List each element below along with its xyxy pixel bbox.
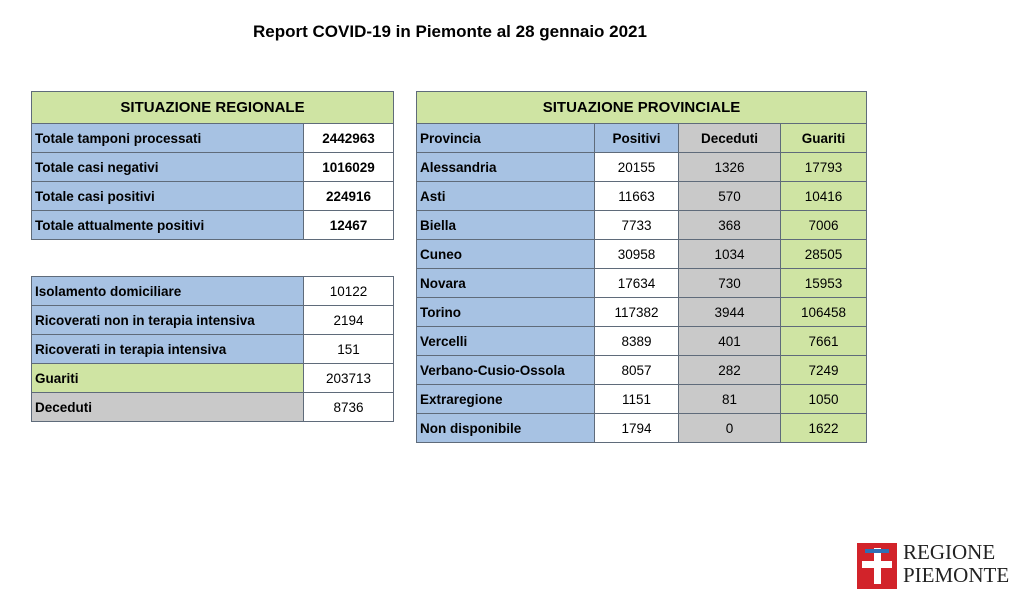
guariti-value: 7249: [779, 355, 868, 385]
table-row: Novara 17634 730 15953: [416, 268, 868, 298]
province-name: Asti: [416, 181, 595, 211]
table-row: Ricoverati in terapia intensiva 151: [31, 334, 394, 364]
guariti-value: 15953: [779, 268, 868, 298]
table-row: Biella 7733 368 7006: [416, 210, 868, 240]
regione-piemonte-logo: REGIONE PIEMONTE: [857, 541, 1017, 591]
table-row: Guariti 203713: [31, 363, 394, 393]
column-header: Deceduti: [678, 123, 781, 153]
deceduti-value: 570: [678, 181, 781, 211]
province-name: Alessandria: [416, 152, 595, 182]
positivi-value: 20155: [594, 152, 679, 182]
guariti-value: 7661: [779, 326, 868, 356]
column-header: Positivi: [594, 123, 679, 153]
deceduti-value: 730: [678, 268, 781, 298]
table-row: Totale attualmente positivi 12467: [31, 210, 394, 240]
row-value: 224916: [303, 181, 394, 211]
deceduti-value: 401: [678, 326, 781, 356]
province-name: Verbano-Cusio-Ossola: [416, 355, 595, 385]
positivi-value: 7733: [594, 210, 679, 240]
table-row: Verbano-Cusio-Ossola 8057 282 7249: [416, 355, 868, 385]
row-value: 1016029: [303, 152, 394, 182]
deceduti-value: 282: [678, 355, 781, 385]
row-label: Isolamento domiciliare: [31, 276, 304, 306]
deceduti-value: 1034: [678, 239, 781, 269]
positivi-value: 8389: [594, 326, 679, 356]
table-row: Vercelli 8389 401 7661: [416, 326, 868, 356]
positivi-value: 30958: [594, 239, 679, 269]
province-name: Extraregione: [416, 384, 595, 414]
positivi-value: 117382: [594, 297, 679, 327]
guariti-value: 106458: [779, 297, 868, 327]
provincial-table: SITUAZIONE PROVINCIALE Provincia Positiv…: [415, 91, 868, 443]
deceduti-value: 368: [678, 210, 781, 240]
row-label: Totale casi negativi: [31, 152, 304, 182]
row-label: Totale tamponi processati: [31, 123, 304, 153]
report-title: Report COVID-19 in Piemonte al 28 gennai…: [253, 22, 647, 41]
regional-header: SITUAZIONE REGIONALE: [31, 91, 394, 124]
row-label: Deceduti: [31, 392, 304, 422]
regional-summary-table: SITUAZIONE REGIONALE Totale tamponi proc…: [31, 91, 394, 240]
table-row: Extraregione 1151 81 1050: [416, 384, 868, 414]
column-header-row: Provincia Positivi Deceduti Guariti: [416, 123, 868, 153]
positivi-value: 8057: [594, 355, 679, 385]
row-value: 8736: [303, 392, 394, 422]
table-row: Isolamento domiciliare 10122: [31, 276, 394, 306]
table-row: Torino 117382 3944 106458: [416, 297, 868, 327]
deceduti-value: 81: [678, 384, 781, 414]
row-value: 203713: [303, 363, 394, 393]
cross-emblem-icon: [857, 543, 897, 589]
table-row: Totale casi negativi 1016029: [31, 152, 394, 182]
deceduti-value: 1326: [678, 152, 781, 182]
guariti-value: 1622: [779, 413, 868, 443]
province-name: Vercelli: [416, 326, 595, 356]
row-label: Ricoverati non in terapia intensiva: [31, 305, 304, 335]
row-value: 2194: [303, 305, 394, 335]
guariti-value: 17793: [779, 152, 868, 182]
guariti-value: 1050: [779, 384, 868, 414]
table-row: Asti 11663 570 10416: [416, 181, 868, 211]
table-row: Cuneo 30958 1034 28505: [416, 239, 868, 269]
table-row: Deceduti 8736: [31, 392, 394, 422]
table-row: Alessandria 20155 1326 17793: [416, 152, 868, 182]
province-name: Biella: [416, 210, 595, 240]
guariti-value: 10416: [779, 181, 868, 211]
row-label: Guariti: [31, 363, 304, 393]
provincial-header: SITUAZIONE PROVINCIALE: [415, 91, 868, 124]
positivi-value: 17634: [594, 268, 679, 298]
column-header: Provincia: [416, 123, 595, 153]
row-value: 2442963: [303, 123, 394, 153]
row-value: 10122: [303, 276, 394, 306]
province-name: Torino: [416, 297, 595, 327]
deceduti-value: 0: [678, 413, 781, 443]
row-label: Totale attualmente positivi: [31, 210, 304, 240]
positivi-value: 11663: [594, 181, 679, 211]
row-label: Ricoverati in terapia intensiva: [31, 334, 304, 364]
row-label: Totale casi positivi: [31, 181, 304, 211]
positivi-value: 1151: [594, 384, 679, 414]
logo-line-2: PIEMONTE: [903, 563, 1010, 587]
positivi-value: 1794: [594, 413, 679, 443]
deceduti-value: 3944: [678, 297, 781, 327]
logo-line-1: REGIONE: [903, 540, 996, 564]
table-row: Ricoverati non in terapia intensiva 2194: [31, 305, 394, 335]
guariti-value: 7006: [779, 210, 868, 240]
table-row: Totale tamponi processati 2442963: [31, 123, 394, 153]
table-row: Totale casi positivi 224916: [31, 181, 394, 211]
regional-detail-table: Isolamento domiciliare 10122 Ricoverati …: [31, 276, 394, 422]
guariti-value: 28505: [779, 239, 868, 269]
row-value: 151: [303, 334, 394, 364]
province-name: Non disponibile: [416, 413, 595, 443]
table-row: Non disponibile 1794 0 1622: [416, 413, 868, 443]
logo-text: REGIONE PIEMONTE: [903, 541, 1009, 587]
province-name: Novara: [416, 268, 595, 298]
row-value: 12467: [303, 210, 394, 240]
province-name: Cuneo: [416, 239, 595, 269]
column-header: Guariti: [779, 123, 868, 153]
